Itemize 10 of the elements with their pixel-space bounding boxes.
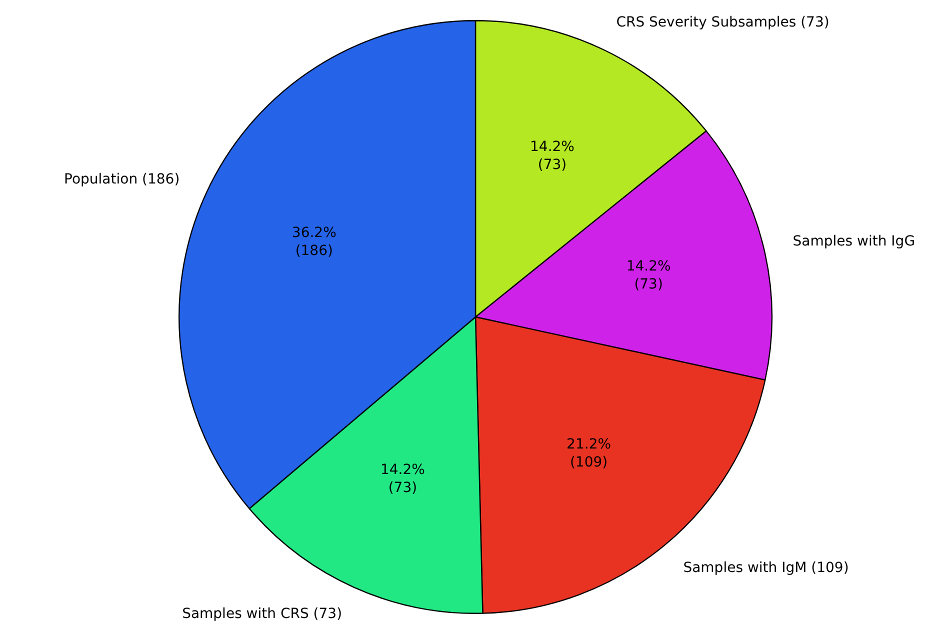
slice-label: Samples with IgM (109) [683, 560, 849, 576]
data-label: 21.2% (109) [566, 436, 612, 471]
data-label: 14.2% (73) [380, 462, 425, 496]
data-label: 14.2% (73) [626, 258, 671, 293]
data-label: 36.2% (186) [292, 224, 336, 259]
slice-label: Samples with IgG [792, 234, 916, 250]
slice-label: Population (186) [64, 172, 180, 188]
slice-label: CRS Severity Subsamples (73) [616, 14, 830, 31]
data-label: 14.2% (73) [530, 139, 574, 174]
slice-label: Samples with CRS (73) [182, 606, 342, 622]
